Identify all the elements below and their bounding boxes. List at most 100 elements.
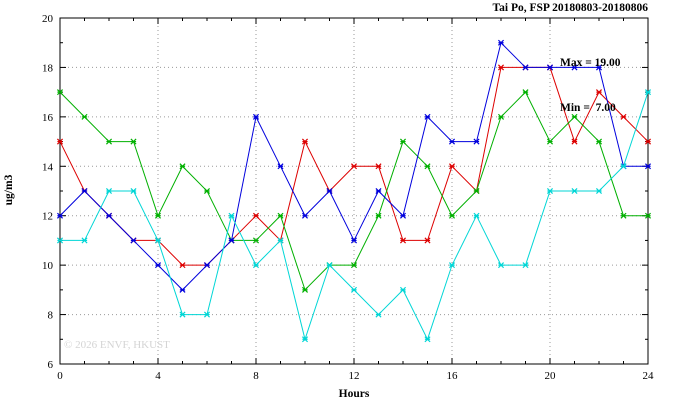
data-point-marker-cyan — [350, 286, 358, 293]
data-point-marker-cyan — [301, 336, 309, 343]
min-value-label: Min = 7.00 — [560, 102, 616, 114]
x-tick-label: 12 — [349, 370, 360, 382]
data-point-marker-green — [571, 113, 578, 120]
x-tick-label: 16 — [447, 370, 459, 382]
data-point-marker-cyan — [399, 286, 407, 293]
y-axis-label: ug/m3 — [3, 174, 15, 206]
data-point-marker-blue — [179, 286, 186, 293]
data-point-marker-green — [399, 138, 407, 145]
max-min-annotation: Max = 19.00 Min = 7.00 — [560, 26, 621, 146]
data-point-marker-green — [154, 212, 162, 219]
x-axis-label: Hours — [338, 388, 370, 400]
data-point-marker-blue — [277, 163, 284, 170]
y-tick-label: 18 — [42, 62, 54, 74]
data-point-marker-blue — [399, 212, 407, 219]
data-point-marker-red — [644, 138, 652, 145]
x-tick-label: 4 — [155, 370, 161, 382]
data-point-marker-red — [252, 212, 260, 219]
chart-title: Tai Po, FSP 20180803-20180806 — [492, 2, 648, 14]
data-point-marker-green — [375, 212, 382, 219]
data-point-marker-green — [203, 187, 211, 195]
data-point-marker-cyan — [130, 187, 137, 195]
data-point-marker-cyan — [252, 262, 260, 269]
data-point-marker-green — [179, 163, 186, 170]
data-point-marker-blue — [154, 262, 162, 269]
data-point-marker-green — [497, 113, 505, 120]
data-point-marker-red — [179, 262, 186, 269]
data-point-marker-cyan — [424, 336, 431, 343]
data-point-marker-blue — [595, 64, 603, 71]
data-point-marker-cyan — [522, 262, 529, 269]
data-point-marker-blue — [301, 212, 309, 219]
data-point-marker-green — [522, 89, 529, 96]
data-point-marker-green — [595, 138, 603, 145]
data-point-marker-green — [130, 138, 137, 145]
data-point-marker-green — [473, 187, 480, 195]
data-point-marker-green — [448, 212, 456, 219]
data-point-marker-blue — [546, 64, 554, 71]
data-point-marker-red — [448, 163, 456, 170]
data-point-marker-green — [277, 212, 284, 219]
data-point-marker-red — [399, 237, 407, 244]
data-point-marker-blue — [326, 187, 333, 195]
data-point-marker-blue — [522, 64, 529, 71]
data-point-marker-cyan — [546, 187, 554, 195]
data-point-marker-blue — [228, 237, 235, 244]
data-point-marker-cyan — [571, 187, 578, 195]
data-point-marker-blue — [473, 138, 480, 145]
data-point-marker-blue — [56, 212, 64, 219]
data-point-marker-cyan — [620, 163, 627, 170]
y-tick-label: 14 — [42, 161, 54, 173]
data-point-marker-cyan — [595, 187, 603, 195]
data-point-marker-cyan — [105, 187, 113, 195]
data-point-marker-blue — [105, 212, 113, 219]
y-tick-label: 16 — [42, 112, 54, 124]
max-value-label: Max = 19.00 — [560, 57, 621, 69]
data-point-marker-blue — [424, 113, 431, 120]
data-point-marker-cyan — [644, 89, 652, 96]
y-tick-label: 6 — [48, 359, 54, 371]
data-point-marker-cyan — [179, 311, 186, 318]
data-point-marker-green — [105, 138, 113, 145]
data-point-marker-green — [81, 113, 88, 120]
data-point-marker-cyan — [277, 237, 284, 244]
data-point-marker-blue — [448, 138, 456, 145]
data-point-marker-red — [595, 89, 603, 96]
data-point-marker-red — [56, 138, 64, 145]
data-point-marker-cyan — [326, 262, 333, 269]
data-point-marker-red — [620, 113, 627, 120]
y-tick-label: 12 — [42, 211, 53, 223]
data-point-marker-green — [252, 237, 260, 244]
data-point-marker-red — [497, 64, 505, 71]
data-point-marker-cyan — [448, 262, 456, 269]
y-tick-label: 10 — [42, 260, 54, 272]
data-point-marker-green — [546, 138, 554, 145]
x-tick-label: 8 — [253, 370, 259, 382]
data-point-marker-cyan — [228, 212, 235, 219]
data-point-marker-blue — [375, 187, 382, 195]
data-point-marker-cyan — [203, 311, 211, 318]
data-point-marker-green — [620, 212, 627, 219]
data-point-marker-red — [350, 163, 358, 170]
data-point-marker-blue — [81, 187, 88, 195]
x-tick-label: 20 — [545, 370, 557, 382]
data-point-marker-green — [644, 212, 652, 219]
data-point-marker-cyan — [81, 237, 88, 244]
data-point-marker-cyan — [497, 262, 505, 269]
x-tick-label: 0 — [57, 370, 63, 382]
watermark: © 2026 ENVF, HKUST — [64, 339, 170, 351]
data-point-marker-cyan — [375, 311, 382, 318]
y-tick-label: 8 — [48, 310, 54, 322]
data-point-marker-green — [424, 163, 431, 170]
data-point-marker-blue — [252, 113, 260, 120]
data-point-marker-red — [375, 163, 382, 170]
data-point-marker-blue — [130, 237, 137, 244]
data-point-marker-red — [571, 138, 578, 145]
data-point-marker-blue — [644, 163, 652, 170]
data-point-marker-red — [424, 237, 431, 244]
x-tick-label: 24 — [643, 370, 655, 382]
data-point-marker-blue — [571, 64, 578, 71]
data-point-marker-cyan — [56, 237, 64, 244]
